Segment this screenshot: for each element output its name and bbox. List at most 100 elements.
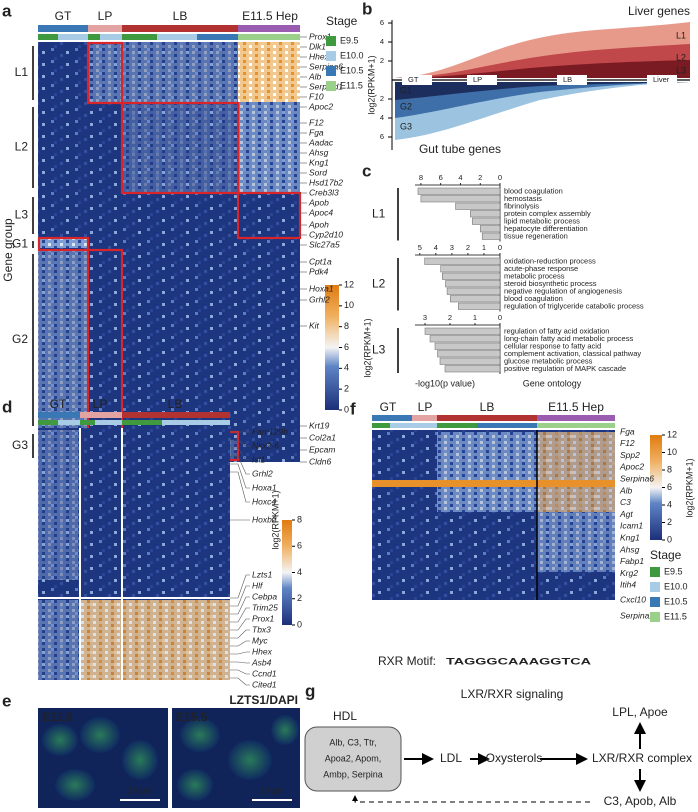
legend-label: E10.0 [340,50,364,60]
tick-label: 4 [380,113,384,122]
stage-bar [80,420,95,425]
panel-label: d [2,397,12,416]
gene-label: Cited1 [252,679,277,689]
gene-label: Tbx3 [252,624,271,634]
diagram-g [304,722,646,803]
group-label: E11.5 Hep [548,400,604,414]
heat-block [238,42,300,102]
colorbar-tick-label: 4 [344,363,349,373]
series-label: L3 [676,65,686,75]
group-label: LB [168,397,183,411]
node-box [304,726,402,792]
term-label: lipid metabolic process [504,216,580,225]
gene-label: Krg2 [620,568,638,578]
gene-label: Cpt1a [309,256,332,266]
legend-swatch [650,582,660,592]
stage-bar [58,34,88,40]
gene-label: Myc [252,635,268,645]
image-label: E15.5 [176,710,208,724]
feedback-line [354,795,590,803]
node-label: Apoa2, Apom, [325,753,382,763]
gene-group-label: G2 [12,332,28,346]
gene-label: Creb3l3 [309,187,339,197]
colorbar-tick-label: 6 [344,342,349,352]
gene-group-label: L1 [15,65,29,79]
nucleus [80,717,120,753]
gene-label: Hhex [309,51,330,61]
series-label: G3 [400,121,412,131]
gene-label: Fga [309,127,324,137]
bar [445,280,501,288]
node-label: LPL, Apoe [612,705,668,719]
bar [442,272,501,280]
scale-label: 10 μm [259,785,284,795]
colorbar [650,435,662,540]
group-label: LB [173,9,188,23]
gene-label: Kng1 [309,157,329,167]
term-label: glucose metabolic process [504,356,593,365]
gene-label: Hoxb2 [252,514,277,524]
group-label: GT [55,9,72,23]
nucleus [228,740,272,780]
term-label: cellular response to fatty acid [504,341,601,350]
series-label: G1 [400,85,412,95]
axis-label: log2(RPKM+1) [366,55,376,114]
legend-title: Stage [326,14,358,28]
stage-bar [238,34,300,40]
gene-label: Icam1 [620,521,643,531]
stage-bar [122,420,162,425]
gene-label: Aadac [308,137,334,147]
gene-label: Sord [309,167,327,177]
stage-bar [38,420,58,425]
gene-label: Alb [308,71,322,81]
legend-label: E11.5 [664,611,687,621]
panel-label: f [350,399,356,418]
colorbar-label: log2(RPKM+1) [362,318,372,377]
schematic-b [391,20,690,150]
axis-label: Gene ontology [523,378,582,388]
legend-label: E9.5 [340,35,359,45]
legend-swatch [326,36,336,46]
group-label: GT [380,400,397,414]
heat-block [88,42,238,102]
gene-label: Apoc4 [308,207,333,217]
group-bar [88,25,122,32]
group-label: LB [480,400,495,414]
series-label: L1 [676,30,686,40]
heat-block [537,512,615,572]
bar [424,257,501,265]
title: Gut tube genes [419,142,501,156]
stage-bar [122,34,157,40]
stain-label: /DAPI [266,693,298,707]
group-bar [38,25,88,32]
gene-label: Apoc2 [308,101,333,111]
red-box [37,236,90,252]
stain-label: LZTS1 [229,693,266,707]
group-label: LP [93,397,108,411]
stage-bar [372,423,390,428]
gene-label: Apob [308,197,329,207]
term-label: blood coagulation [504,186,563,195]
leader [230,651,250,655]
tick-label: 2 [380,56,384,65]
legend-label: E9.5 [664,566,683,576]
colorbar-tick-label: 10 [667,447,677,457]
gene-group-label: G3 [12,438,28,452]
heat-block [372,480,615,487]
group-label: L2 [372,276,386,290]
term-label: oxidation-reduction process [504,256,596,265]
bar [440,265,501,273]
gene-label: Ccnd1 [252,668,277,678]
gene-label: Fabp1 [620,556,644,566]
colorbar-tick-label: 8 [344,321,349,331]
group-bar [372,415,412,421]
stage-bar [58,420,80,425]
term-label: metabolic process [504,271,565,280]
stage-label: GT [408,75,419,84]
tick-label: 2 [466,243,470,252]
stage-bar [88,34,100,40]
bar [444,365,501,373]
image-label: E11.5 [42,710,73,724]
tick-label: 2 [448,313,452,322]
leader [230,574,250,599]
